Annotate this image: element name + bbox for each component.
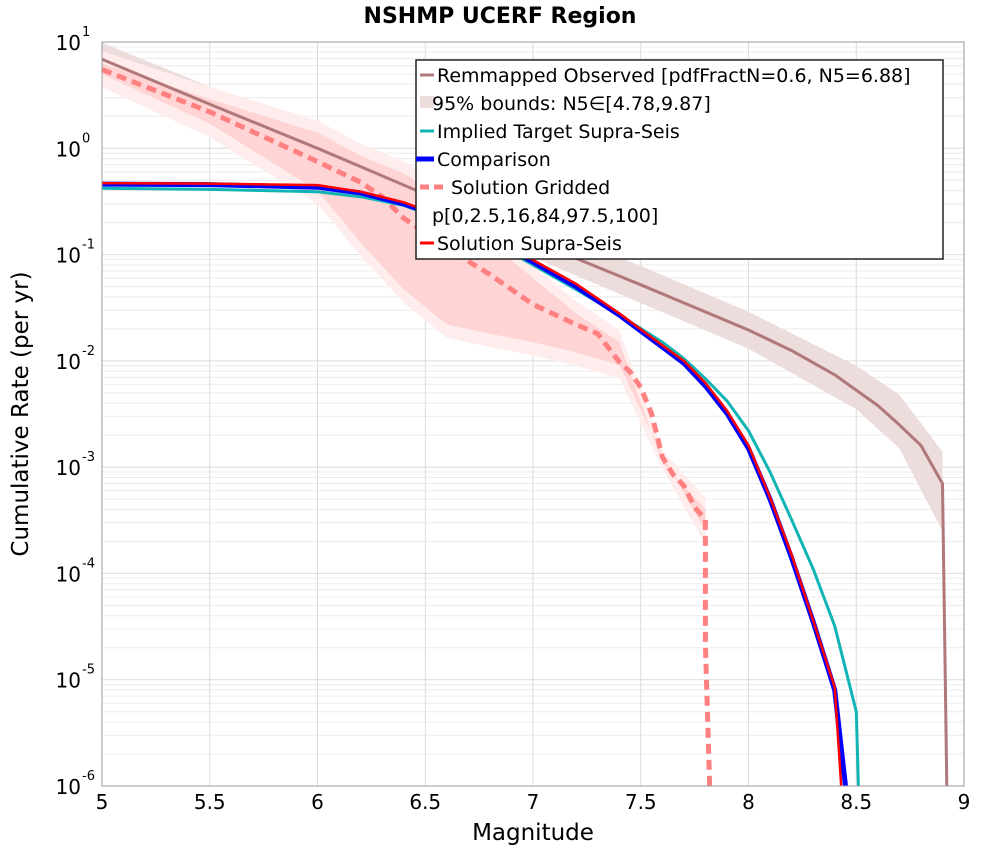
x-tick-label: 6 [311,790,324,814]
y-tick-base: 10 [56,562,81,586]
y-axis-label: Cumulative Rate (per yr) [8,271,34,556]
y-tick-exponent: 1 [82,25,90,40]
y-tick-base: 10 [56,669,81,693]
y-tick-label: 10 -6 [56,769,95,799]
x-axis-label: Magnitude [472,820,594,846]
y-tick-base: 10 [56,31,81,55]
x-tick-labels: 5 5.5 6 6.5 7 7.5 8 8.5 9 [96,790,971,814]
chart-title: NSHMP UCERF Region [364,4,637,29]
y-tick-base: 10 [56,775,81,799]
gridded-percentile-band-outer [102,51,706,545]
plot-frame [101,41,965,787]
legend: Remmapped Observed [pdfFractN=0.6, N5=6.… [415,59,944,260]
y-tick-exponent: -6 [82,769,95,784]
x-tick-label: 7.5 [625,790,657,814]
legend-label-gridded: Solution Gridded [451,177,610,199]
y-tick-label: 10 0 [56,131,91,161]
x-tick-label: 9 [958,790,971,814]
y-tick-base: 10 [56,137,81,161]
legend-label-observed: Remmapped Observed [pdfFractN=0.6, N5=6.… [437,65,911,87]
x-tick-label: 8.5 [840,790,872,814]
y-tick-label: 10 -2 [56,344,95,374]
y-tick-label: 10 -5 [56,663,95,693]
legend-label-target: Implied Target Supra-Seis [437,121,680,143]
y-tick-exponent: -4 [82,556,95,571]
x-tick-label: 7 [527,790,540,814]
y-tick-exponent: -2 [82,344,95,359]
legend-label-percentiles: p[0,2.5,16,84,97.5,100] [432,205,658,227]
y-tick-base: 10 [56,350,81,374]
y-tick-exponent: -1 [82,238,95,253]
gridded-line [101,67,713,787]
y-tick-exponent: -5 [82,663,95,678]
y-tick-label: 10 1 [56,25,91,55]
y-tick-label: 10 -3 [56,450,95,480]
observed-line [101,57,949,787]
legend-box [415,59,944,260]
x-tick-label: 5 [96,790,109,814]
supra-line [101,181,843,787]
legend-label-bounds: 95% bounds: N5∈[4.78,9.87] [432,93,711,115]
y-tick-label: 10 -1 [56,238,95,268]
y-tick-label: 10 -4 [56,556,95,586]
target-line [101,186,860,787]
x-tick-label: 6.5 [409,790,441,814]
y-tick-base: 10 [56,456,81,480]
legend-label-comparison: Comparison [437,149,551,171]
legend-label-supra: Solution Supra-Seis [437,233,622,255]
plot-marks [101,42,949,787]
legend-swatch-bounds [420,96,434,108]
y-tick-base: 10 [56,244,81,268]
y-tick-exponent: 0 [82,131,90,146]
x-tick-label: 5.5 [194,790,226,814]
x-tick-label: 8 [742,790,755,814]
y-tick-exponent: -3 [82,450,95,465]
